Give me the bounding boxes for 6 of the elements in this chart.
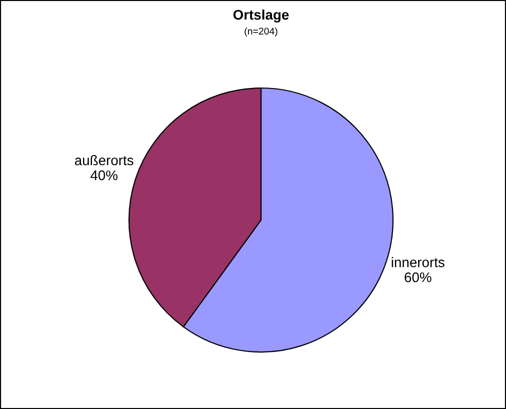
slice-label: innerorts <box>392 257 444 268</box>
data-label: 40% <box>90 170 118 180</box>
slice-label: außerorts <box>74 155 134 166</box>
data-label: 60% <box>404 272 432 282</box>
chart-title: Ortslage <box>233 9 289 23</box>
chart-subtitle: (n=204) <box>244 27 278 37</box>
